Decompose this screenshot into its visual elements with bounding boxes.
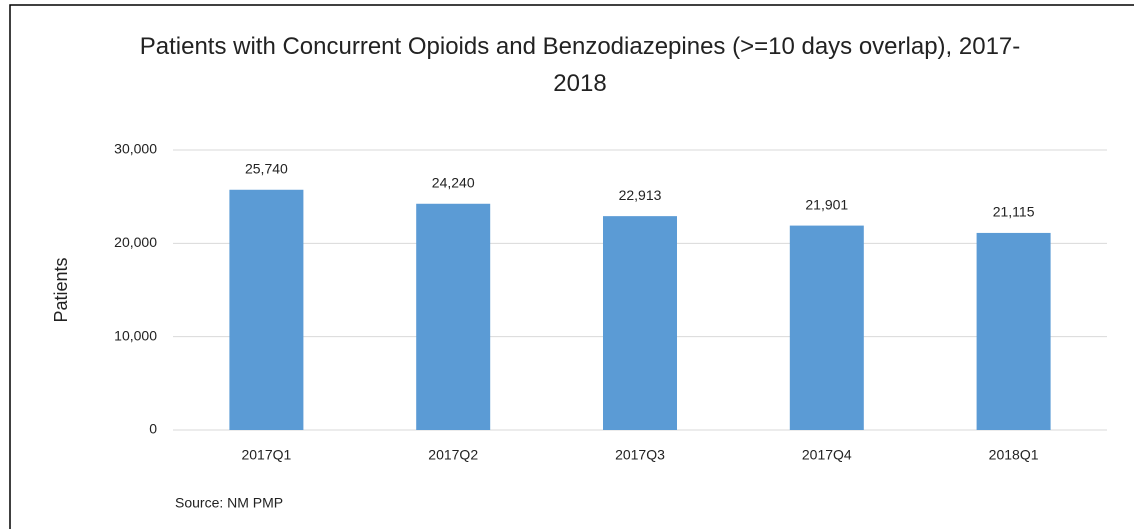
data-label: 25,740 [245,160,288,176]
y-axis-label: Patients [51,257,71,322]
data-label: 22,913 [619,187,662,203]
bar [603,216,677,430]
chart-title: Patients with Concurrent Opioids and Ben… [139,33,1021,97]
data-label: 24,240 [432,174,475,190]
frame [9,4,1134,529]
y-tick-label: 10,000 [114,327,157,343]
bar [416,203,491,430]
bar [229,189,304,430]
bar [789,225,864,430]
bar [976,232,1051,430]
x-tick-label: 2017Q3 [615,447,665,463]
data-label: 21,115 [993,204,1035,220]
x-tick-label: 2017Q2 [428,447,478,463]
x-tick-label: 2017Q4 [802,447,852,463]
x-tick-label: 2018Q1 [989,447,1039,463]
y-tick-label: 30,000 [114,141,157,157]
y-tick-label: 0 [149,421,157,437]
data-label: 21,901 [805,196,848,212]
y-tick-label: 20,000 [114,234,157,250]
x-tick-label: 2017Q1 [241,447,291,463]
annotation: Source: NM PMP [175,495,283,511]
